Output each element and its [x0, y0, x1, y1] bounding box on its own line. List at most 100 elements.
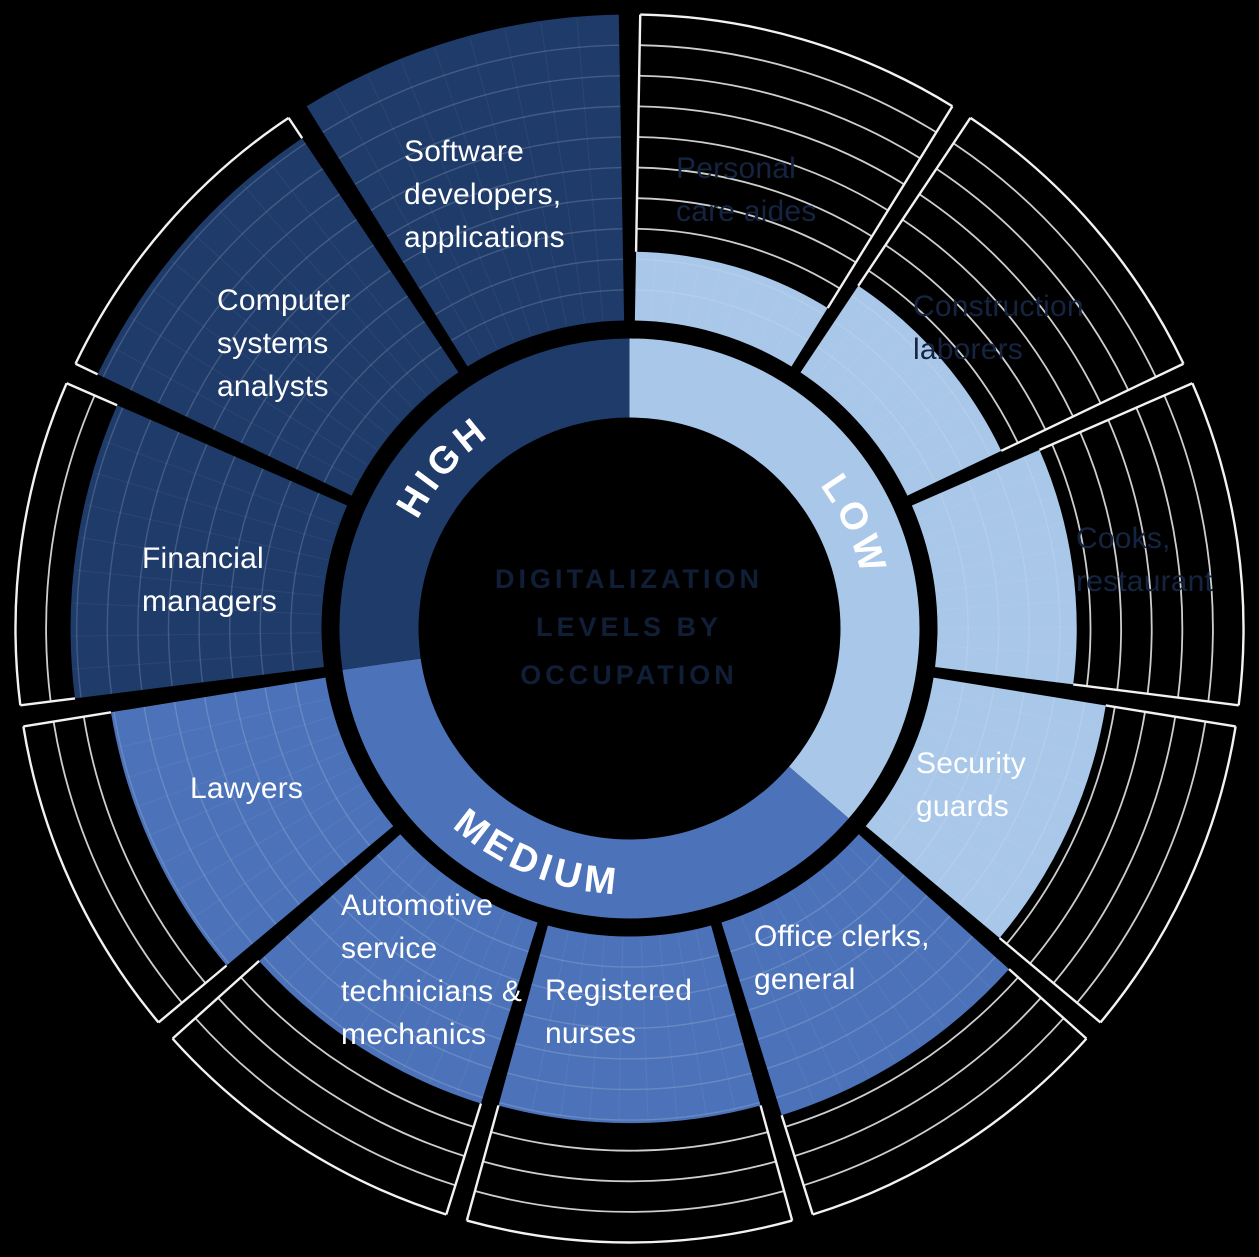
wedge-fill [865, 677, 1106, 939]
wedge-outer-edge [969, 116, 1185, 365]
wedge-outer-edge [1191, 382, 1245, 706]
wedge-cooks-restaurant [911, 382, 1245, 707]
category-arc-low [629, 338, 920, 819]
fill-pinstripe [938, 600, 1074, 610]
empty-gridline [1135, 407, 1184, 698]
fill-pinstripe [283, 850, 414, 985]
fill-pinstripe [400, 60, 515, 342]
fill-pinstripe [148, 750, 345, 837]
empty-gridline [952, 142, 1157, 378]
wedge-radial-edge [23, 711, 112, 728]
fill-pinstripe [659, 936, 678, 1119]
empty-gridline [637, 166, 873, 238]
fill-pinstripe [113, 347, 358, 481]
fill-gridline [418, 228, 623, 290]
fill-pinstripe [540, 22, 586, 322]
fill-pinstripe [773, 296, 805, 355]
wedge-radial-edge [171, 960, 260, 1040]
fill-pinstripe [899, 779, 1050, 864]
fill-pinstripe [806, 882, 921, 1046]
fill-pinstripe [695, 931, 736, 1110]
wedge-outer-edge [1099, 726, 1237, 1024]
wedge-fill [306, 14, 625, 367]
fill-pinstripe [757, 286, 785, 347]
wedge-radial-edge [634, 14, 642, 252]
wedge-fill [259, 834, 538, 1104]
fill-pinstripe [922, 728, 1084, 786]
fill-gridline [294, 682, 371, 847]
wedge-radial-edge [826, 105, 954, 309]
fill-pinstripe [934, 548, 1068, 574]
fill-gridline [268, 295, 408, 457]
wedge-radial-edge [157, 964, 228, 1024]
fill-gridline [113, 711, 230, 964]
wedge-radial-edge [287, 117, 304, 139]
fill-gridline [130, 168, 323, 391]
fill-gridline [499, 1101, 760, 1121]
fill-pinstripe [890, 795, 1035, 888]
wedge-radial-edge [75, 362, 99, 376]
fill-gridline [539, 954, 720, 968]
fill-pinstripe [879, 385, 961, 446]
fill-gridline [234, 692, 324, 886]
fill-gridline [935, 692, 1025, 886]
wedge-lawyers [22, 677, 394, 1024]
wedge-registered-nurses [465, 925, 794, 1244]
wedge-radial-edge [465, 1105, 500, 1221]
category-ring [339, 338, 920, 919]
fill-gridline [102, 142, 306, 378]
fill-gridline [212, 244, 374, 431]
fill-gridline [995, 468, 1030, 679]
empty-gridline [1052, 716, 1177, 984]
fill-gridline [967, 480, 1000, 675]
fill-gridline [939, 492, 969, 671]
empty-gridline [52, 721, 183, 1004]
fill-pinstripe [434, 48, 532, 335]
fill-pinstripe [176, 783, 362, 892]
wedge-computer-systems-analysts [74, 116, 459, 496]
fill-pinstripe [127, 716, 333, 778]
empty-gridline [794, 997, 1042, 1157]
fill-gridline [888, 682, 965, 847]
fill-pinstripe [687, 260, 701, 325]
fill-gridline [1023, 456, 1061, 683]
wedge-outer-edge [171, 1037, 447, 1216]
fill-pinstripe [867, 366, 946, 431]
empty-gridline [918, 193, 1102, 404]
empty-gridline [1029, 711, 1146, 965]
fill-pinstripe [722, 271, 744, 334]
fill-pinstripe [137, 733, 339, 808]
fill-pinstripe [758, 909, 843, 1091]
fill-pinstripe [560, 935, 587, 1117]
fill-gridline [386, 166, 622, 237]
fill-pinstripe [130, 317, 367, 465]
fill-pinstripe [94, 472, 332, 543]
fill-gridline [531, 983, 728, 999]
empty-gridline [639, 74, 921, 160]
empty-gridline [82, 716, 207, 984]
empty-gridline [639, 44, 937, 134]
fill-pinstripe [919, 471, 1047, 521]
wedge-radial-edge [66, 382, 118, 407]
wedge-software-developers-applications [306, 14, 625, 367]
wedge-radial-edge [1039, 382, 1193, 451]
fill-pinstripe [170, 260, 389, 435]
fill-gridline [451, 289, 624, 342]
fill-gridline [982, 701, 1086, 925]
fill-gridline [817, 346, 936, 483]
fill-pinstripe [192, 799, 372, 918]
empty-gridline [785, 976, 1019, 1128]
empty-gridline [638, 105, 905, 186]
empty-gridline [1005, 706, 1116, 945]
fill-pinstripe [75, 569, 322, 597]
fill-gridline [851, 295, 991, 457]
fill-pinstripe [927, 711, 1093, 759]
wedge-personal-care-aides [634, 13, 954, 367]
fill-pinstripe [937, 574, 1072, 592]
fill-gridline [198, 456, 236, 683]
category-arc-high [339, 338, 630, 670]
fill-pinstripe [618, 938, 624, 1122]
fill-pinstripe [741, 917, 815, 1102]
fill-pinstripe [889, 405, 975, 461]
fill-pinstripe [932, 693, 1100, 731]
